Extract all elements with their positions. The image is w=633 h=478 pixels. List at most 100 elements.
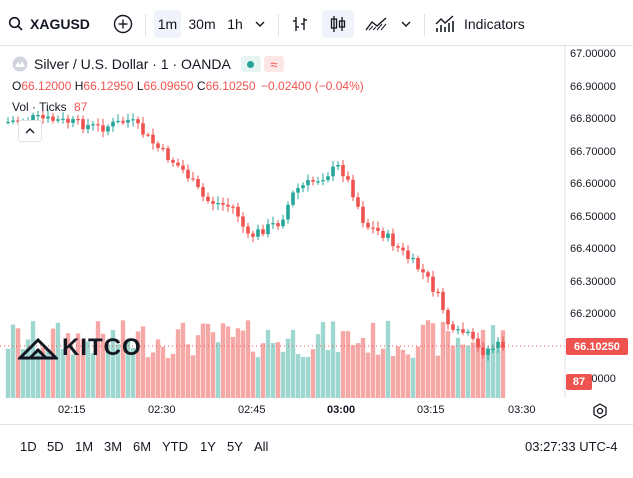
change-value: −0.02400 (−0.04%): [261, 79, 364, 93]
candle-body: [126, 120, 130, 123]
volume-bar: [140, 326, 146, 398]
candle-body: [36, 115, 40, 117]
volume-bar: [360, 337, 366, 398]
candle-body: [136, 119, 140, 124]
bar-style-button[interactable]: [286, 10, 314, 38]
volume-bar: [175, 329, 181, 398]
candle-body: [56, 119, 60, 121]
candle-body: [476, 338, 480, 348]
candle-body: [211, 201, 215, 204]
price-tick: 66.20000: [570, 308, 616, 320]
candle-body: [121, 120, 125, 123]
candle-body: [51, 116, 55, 121]
volume-bar: [335, 351, 341, 398]
candle-body: [481, 347, 485, 355]
volume-bar: [450, 345, 456, 398]
candle-body: [401, 247, 405, 251]
range-3m[interactable]: 3M: [104, 439, 123, 454]
price-tick: 66.30000: [570, 276, 616, 288]
candle-body: [226, 204, 230, 207]
volume-bar: [80, 339, 86, 398]
volume-bar: [345, 331, 351, 398]
utc-clock[interactable]: 03:27:33 UTC-4: [525, 439, 618, 454]
candle-body: [231, 206, 235, 208]
volume-bar: [235, 328, 241, 398]
symbol-name: XAGUSD: [30, 16, 90, 32]
interval-dropdown[interactable]: [250, 10, 270, 38]
volume-bar: [230, 336, 236, 398]
candle-body: [496, 341, 500, 349]
volume-bar: [365, 352, 371, 398]
volume-bar: [320, 322, 326, 398]
candlestick-chart[interactable]: [0, 46, 633, 398]
volume-bar: [40, 347, 46, 398]
range-1m[interactable]: 1M: [75, 439, 94, 454]
chart-pane[interactable]: [0, 46, 633, 398]
volume-legend[interactable]: Vol · Ticks 87: [12, 100, 87, 114]
volume-bar: [315, 334, 321, 398]
volume-bar: [150, 352, 156, 398]
range-1y[interactable]: 1Y: [200, 439, 216, 454]
volume-bar: [135, 331, 141, 398]
volume-bar: [380, 348, 386, 398]
interval-1m[interactable]: 1m: [154, 10, 181, 38]
candle-body: [291, 192, 295, 205]
interval-30m[interactable]: 30m: [188, 16, 216, 32]
candle-body: [381, 230, 385, 238]
time-tick: 03:00: [327, 404, 356, 416]
open-value: 66.12000: [21, 79, 72, 93]
candle-body: [256, 229, 260, 237]
volume-bar: [355, 343, 361, 398]
volume-bar: [70, 354, 76, 398]
volume-bar: [285, 338, 291, 398]
last-price-badge: 66.10250: [566, 338, 628, 355]
price-tick: 66.90000: [570, 81, 616, 93]
volume-bar: [490, 325, 496, 398]
area-style-button[interactable]: [362, 10, 390, 38]
candles-style-button[interactable]: [322, 10, 354, 38]
chart-type-dropdown[interactable]: [396, 10, 416, 38]
volume-bar: [65, 333, 71, 398]
candle-body: [156, 143, 160, 148]
volume-bar: [190, 355, 196, 398]
volume-bar: [480, 329, 486, 398]
high-value: 66.12950: [83, 79, 134, 93]
candle-body: [206, 196, 210, 202]
candle-body: [331, 166, 335, 177]
candle-body: [451, 324, 455, 330]
candle-body: [366, 222, 370, 228]
candle-body: [406, 250, 410, 259]
volume-bar: [410, 357, 416, 398]
volume-bar: [275, 342, 281, 398]
compare-add-button[interactable]: [110, 10, 136, 38]
volume-bar: [185, 344, 191, 398]
indicators-button[interactable]: Indicators: [434, 10, 534, 38]
toolbar-divider: [278, 14, 279, 36]
symbol-search[interactable]: XAGUSD: [8, 10, 100, 38]
candle-body: [81, 119, 85, 130]
volume-bar: [10, 324, 16, 398]
range-ytd[interactable]: YTD: [162, 439, 188, 454]
candle-body: [241, 216, 245, 227]
volume-bar: [75, 333, 81, 398]
range-5y[interactable]: 5Y: [227, 439, 243, 454]
range-5d[interactable]: 5D: [47, 439, 64, 454]
range-all[interactable]: All: [254, 439, 269, 454]
candle-body: [376, 227, 380, 231]
candle-body: [491, 348, 495, 350]
symbol-legend[interactable]: Silver / U.S. Dollar · 1 · OANDA ≈: [12, 56, 284, 72]
exchange-logo-icon: [12, 56, 28, 72]
range-6m[interactable]: 6M: [133, 439, 152, 454]
time-tick: 03:30: [508, 404, 536, 416]
plus-circle-icon: [113, 14, 133, 34]
volume-bar: [195, 335, 201, 398]
volume-bar: [45, 349, 51, 398]
candle-body: [171, 159, 175, 163]
interval-1h[interactable]: 1h: [227, 16, 243, 32]
collapse-legend-button[interactable]: [18, 120, 42, 142]
chart-settings-button[interactable]: [591, 402, 609, 420]
volume-bar: [280, 351, 286, 398]
kitco-watermark: KITCO: [18, 334, 142, 362]
candle-body: [326, 176, 330, 181]
range-1d[interactable]: 1D: [20, 439, 37, 454]
